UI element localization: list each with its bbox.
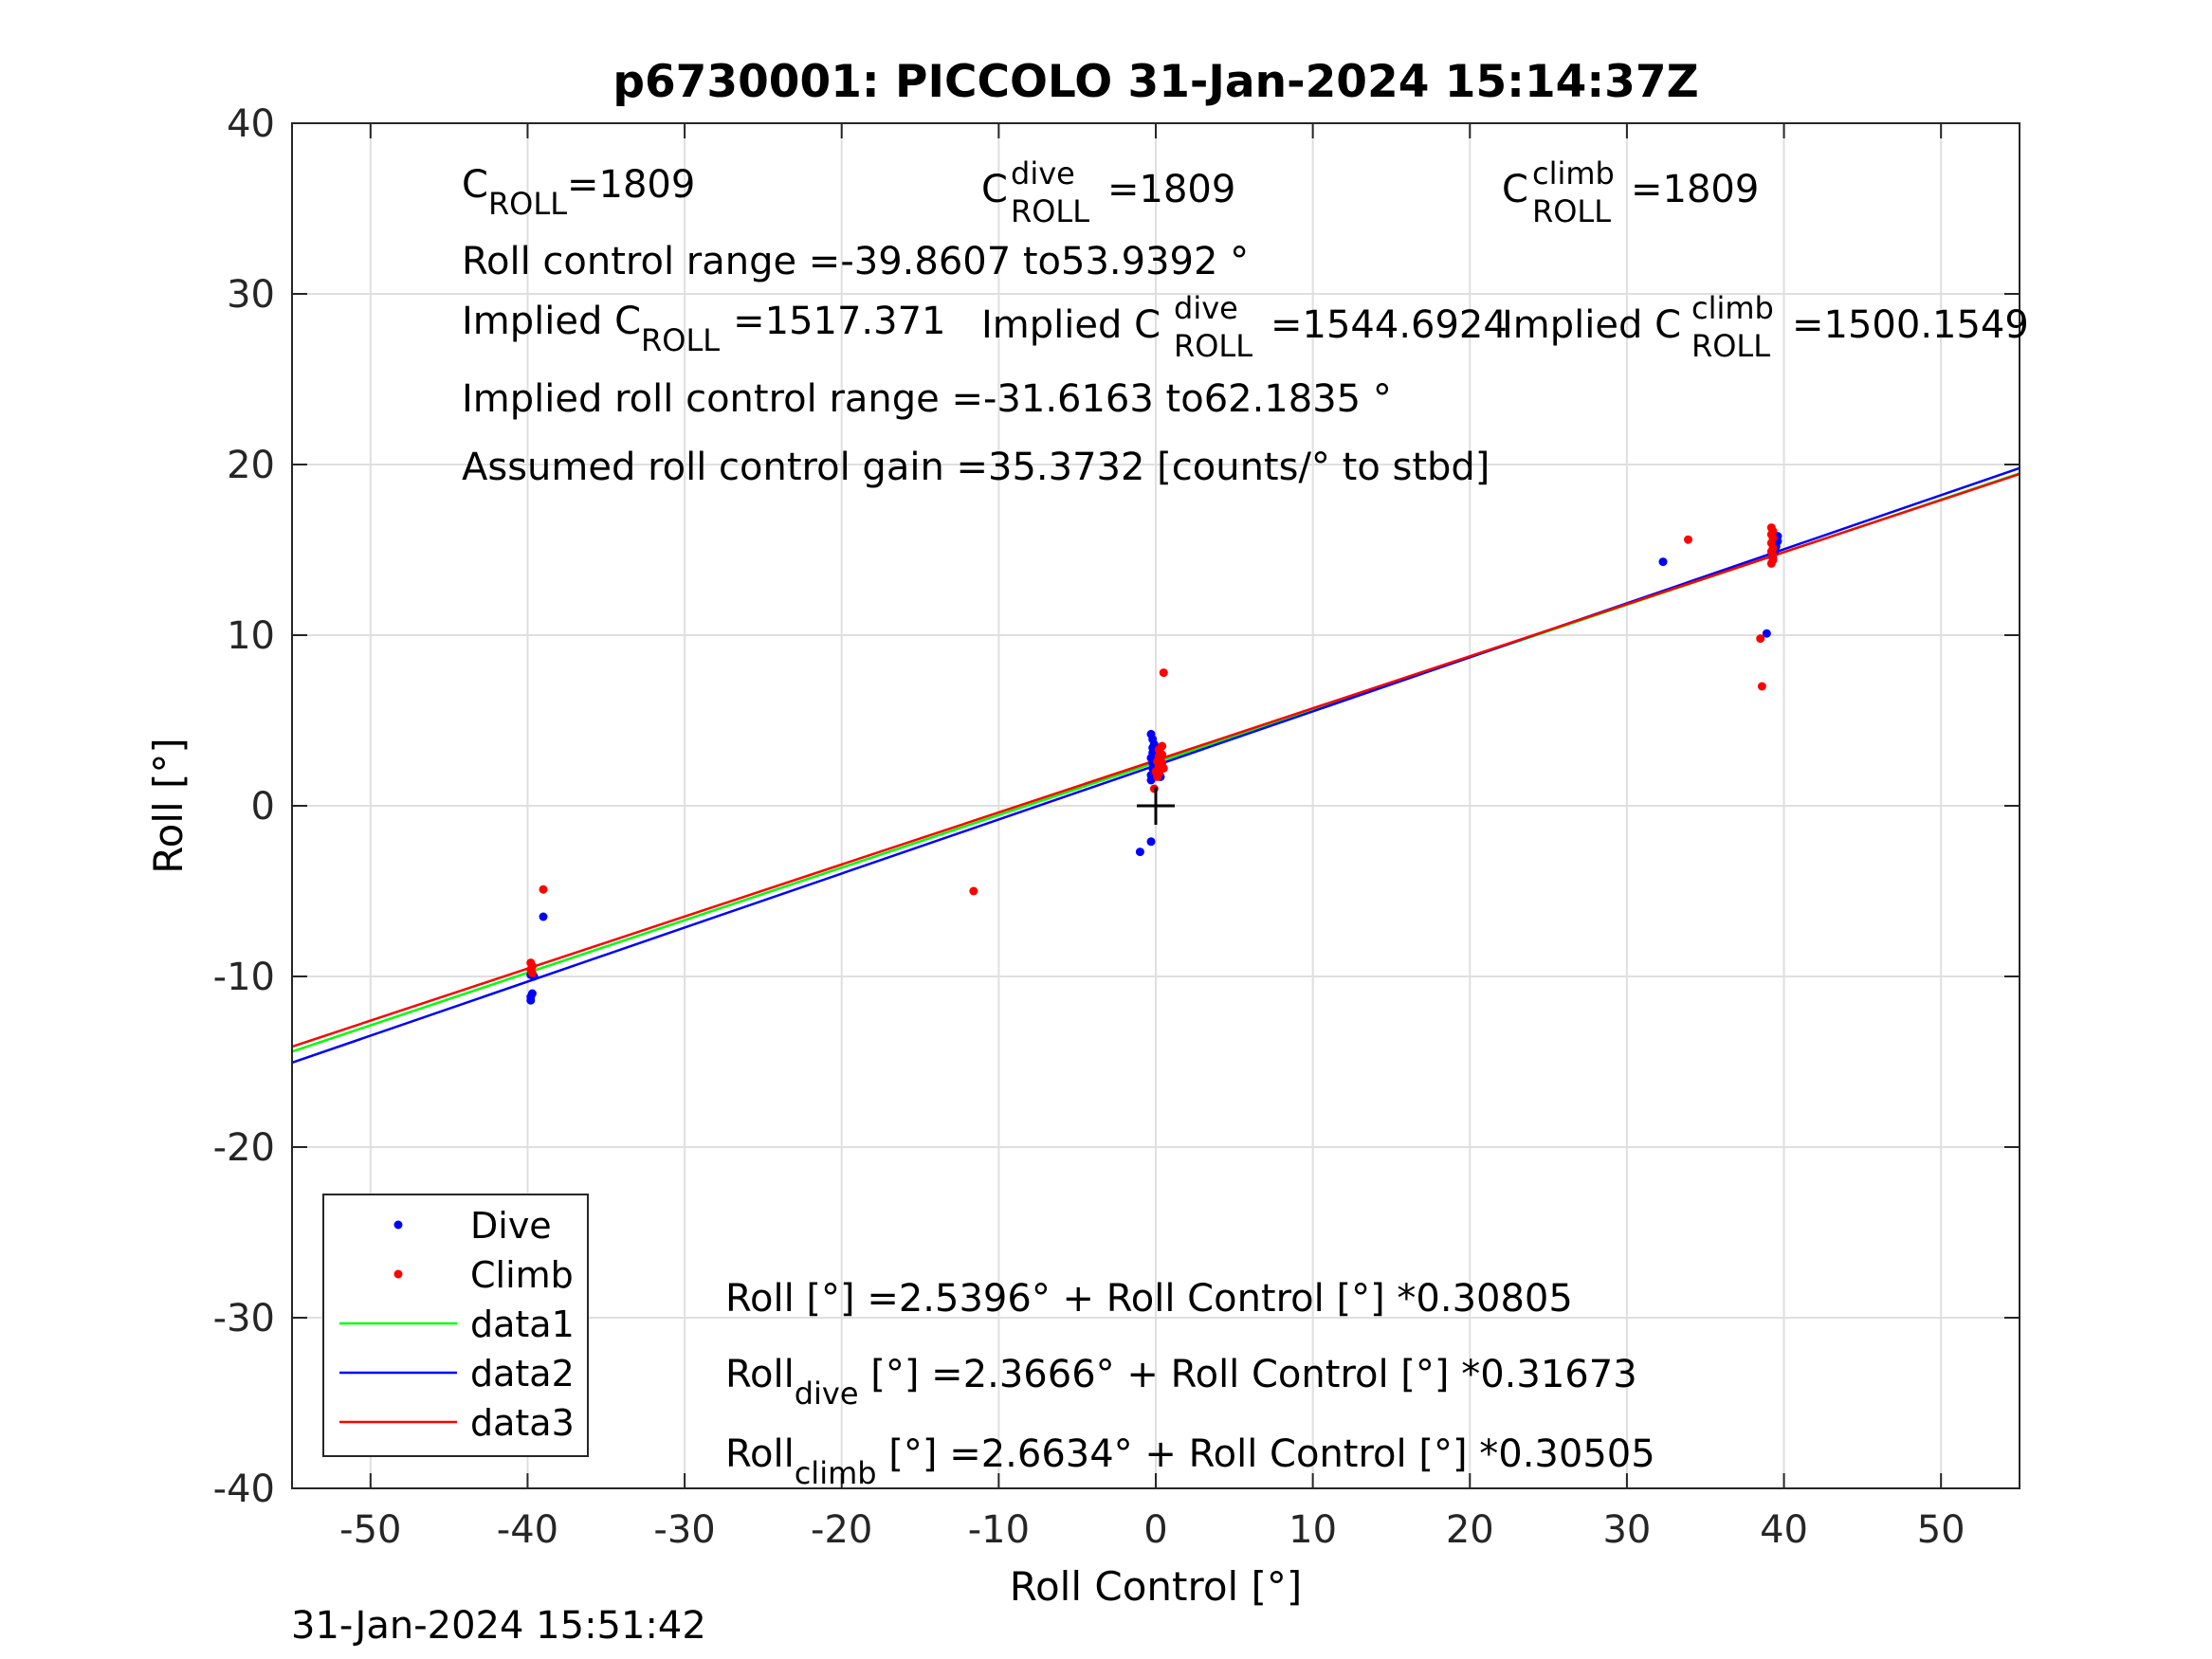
fit-climb-text: [°] =2.6634° + Roll Control [°] *0.30505 bbox=[877, 1432, 1655, 1476]
dive-point bbox=[527, 989, 537, 998]
y-tick-label: 30 bbox=[227, 273, 275, 317]
annotation-implied-croll-dive-sup: dive bbox=[1174, 290, 1238, 326]
climb-point bbox=[539, 884, 548, 894]
annotation-croll-dive-sup: dive bbox=[1011, 155, 1075, 191]
legend-label-data3: data3 bbox=[470, 1402, 575, 1444]
annotation-croll-dive-value: =1809 bbox=[1107, 168, 1235, 211]
legend-box bbox=[322, 1194, 589, 1457]
climb-point bbox=[1158, 741, 1167, 751]
annotation-implied-range: Implied roll control range =-31.6163 to6… bbox=[462, 377, 1392, 421]
symbol-c: C bbox=[462, 163, 488, 207]
x-axis-label: Roll Control [°] bbox=[1010, 1563, 1303, 1610]
annotation-croll-dive-sub: ROLL bbox=[1011, 193, 1089, 229]
climb-point bbox=[1756, 634, 1765, 644]
x-tick-label: 20 bbox=[1446, 1508, 1494, 1552]
annotation-croll-climb: C bbox=[1502, 168, 1528, 211]
annotation-gain: Assumed roll control gain =35.3732 [coun… bbox=[462, 446, 1490, 489]
annotation-implied-croll-climb-sub: ROLL bbox=[1691, 328, 1770, 364]
annotation-implied-croll-dive: Implied C bbox=[981, 303, 1161, 347]
dive-point bbox=[526, 995, 536, 1005]
y-tick-label: 10 bbox=[227, 614, 275, 658]
chart-title: p6730001: PICCOLO 31-Jan-2024 15:14:37Z bbox=[612, 56, 1698, 108]
annotation-implied-croll-climb: Implied C bbox=[1502, 303, 1681, 347]
fit-dive-text: [°] =2.3666° + Roll Control [°] *0.31673 bbox=[859, 1353, 1637, 1396]
y-axis-label: Roll [°] bbox=[145, 738, 192, 873]
x-tick-label: -20 bbox=[811, 1508, 872, 1552]
climb-point bbox=[969, 886, 978, 896]
annotation-croll: CROLL=1809 bbox=[462, 163, 695, 222]
x-tick-label: 40 bbox=[1760, 1508, 1808, 1552]
fit-roll-prefix: Roll bbox=[725, 1432, 795, 1476]
symbol-c: C bbox=[1502, 168, 1528, 211]
dive-point bbox=[1658, 557, 1668, 567]
climb-point bbox=[1757, 682, 1766, 691]
climb-point bbox=[1684, 535, 1693, 544]
climb-point bbox=[527, 968, 537, 977]
annotation-implied-croll: Implied CROLL =1517.371 bbox=[462, 300, 945, 358]
fit-equation-dive: Rolldive [°] =2.3666° + Roll Control [°]… bbox=[725, 1353, 1637, 1412]
dive-point bbox=[1146, 837, 1156, 847]
x-tick-label: -10 bbox=[968, 1508, 1030, 1552]
x-tick-label: -40 bbox=[497, 1508, 558, 1552]
annotation-croll-climb-value: =1809 bbox=[1631, 168, 1759, 211]
annotation-implied-croll-climb-sup: climb bbox=[1691, 290, 1774, 326]
annotation-implied-croll-climb-value: =1500.1549 bbox=[1792, 303, 2029, 347]
y-tick-label: 0 bbox=[251, 785, 275, 829]
x-tick-label: 0 bbox=[1143, 1508, 1167, 1552]
annotation-croll-climb-sub: ROLL bbox=[1532, 193, 1611, 229]
x-tick-label: 10 bbox=[1289, 1508, 1337, 1552]
subscript-climb: climb bbox=[795, 1455, 877, 1491]
climb-point bbox=[1153, 757, 1162, 766]
fit-equation-all: Roll [°] =2.5396° + Roll Control [°] *0.… bbox=[725, 1277, 1573, 1321]
climb-point bbox=[1159, 668, 1168, 678]
data-points bbox=[526, 523, 1782, 1005]
fit-equation-climb: Rollclimb [°] =2.6634° + Roll Control [°… bbox=[725, 1432, 1655, 1491]
climb-point bbox=[1766, 523, 1776, 533]
annotation-roll-range: Roll control range =-39.8607 to53.9392 ° bbox=[462, 240, 1249, 283]
legend: Dive Climb data1 data2 data3 bbox=[322, 1194, 589, 1457]
annotation-croll-dive: C bbox=[981, 168, 1008, 211]
subscript-roll: ROLL bbox=[488, 186, 567, 222]
climb-point bbox=[1158, 750, 1167, 759]
x-tick-label: -50 bbox=[339, 1508, 401, 1552]
dive-point bbox=[1135, 848, 1144, 857]
symbol-c: C bbox=[981, 168, 1008, 211]
timestamp: 31-Jan-2024 15:51:42 bbox=[291, 1604, 706, 1648]
y-tick-label: 40 bbox=[227, 102, 275, 146]
croll-value: =1809 bbox=[567, 163, 695, 207]
subscript-roll: ROLL bbox=[641, 322, 720, 358]
x-tick-label: 30 bbox=[1602, 1508, 1651, 1552]
legend-label-data2: data2 bbox=[470, 1353, 575, 1395]
legend-marker-climb bbox=[393, 1269, 403, 1279]
y-tick-label: 20 bbox=[227, 444, 275, 487]
legend-label-climb: Climb bbox=[470, 1254, 574, 1296]
dive-point bbox=[1146, 729, 1156, 738]
legend-marker-dive bbox=[393, 1220, 403, 1230]
legend-label-dive: Dive bbox=[470, 1205, 552, 1247]
y-tick-label: -30 bbox=[213, 1297, 275, 1340]
annotation-croll-climb-sup: climb bbox=[1532, 155, 1615, 191]
climb-point bbox=[1159, 763, 1168, 773]
climb-point bbox=[1151, 767, 1161, 776]
y-tick-label: -20 bbox=[213, 1126, 275, 1170]
dive-point bbox=[1762, 629, 1771, 638]
y-tick-label: -40 bbox=[213, 1468, 275, 1511]
annotation-implied-croll-dive-value: =1544.6924 bbox=[1271, 303, 1508, 347]
dive-point bbox=[539, 912, 548, 921]
axes: -50 -40 -30 -20 -10 0 10 20 30 40 50 40 30 20 10 0 -10 -2… bbox=[213, 102, 2020, 1552]
annotation-implied-croll-dive-sub: ROLL bbox=[1174, 328, 1252, 364]
implied-label: Implied C bbox=[462, 300, 641, 343]
implied-croll-value: =1517.371 bbox=[733, 300, 945, 343]
subscript-dive: dive bbox=[795, 1376, 859, 1412]
legend-label-data1: data1 bbox=[470, 1304, 575, 1345]
x-tick-label: 50 bbox=[1917, 1508, 1965, 1552]
y-tick-label: -10 bbox=[213, 956, 275, 999]
x-tick-label: -30 bbox=[653, 1508, 715, 1552]
fit-roll-prefix: Roll bbox=[725, 1353, 795, 1396]
